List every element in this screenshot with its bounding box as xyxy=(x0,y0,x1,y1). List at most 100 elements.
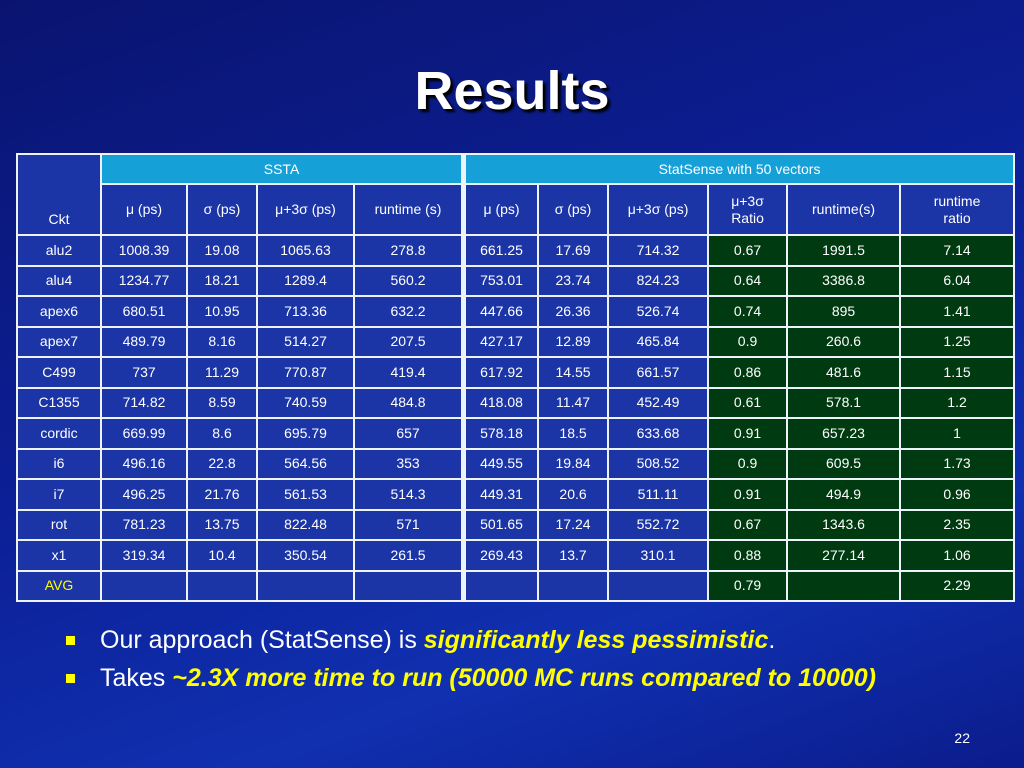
table-cell: 661.25 xyxy=(463,236,538,265)
table-cell: 277.14 xyxy=(788,541,900,570)
table-cell: 353 xyxy=(355,449,462,478)
table-cell: 449.55 xyxy=(463,449,538,478)
table-cell: 10.4 xyxy=(188,541,256,570)
table-cell xyxy=(188,571,256,600)
row-label: apex7 xyxy=(18,327,100,356)
column-header: μ+3σ (ps) xyxy=(258,185,353,234)
table-cell: 0.91 xyxy=(709,480,787,509)
bullet-text: Takes xyxy=(100,664,173,692)
table-cell: 481.6 xyxy=(788,358,900,387)
table-row: cordic 669.99 8.6 695.79 657 578.18 18.5 633.68… xyxy=(18,419,1014,448)
table-cell: 26.36 xyxy=(539,297,608,326)
column-header: μ+3σ (ps) xyxy=(609,185,708,234)
group-header: StatSense with 50 vectors xyxy=(463,155,1014,183)
row-label: apex6 xyxy=(18,297,100,326)
table-cell: 0.96 xyxy=(901,480,1014,509)
table-row: i6 496.16 22.8 564.56 353 449.55 19.84 508.52 0.… xyxy=(18,449,1014,478)
table-cell: 657.23 xyxy=(788,419,900,448)
table-cell: 1.15 xyxy=(901,358,1014,387)
table-cell: 661.57 xyxy=(609,358,708,387)
table-cell: 8.6 xyxy=(188,419,256,448)
table-cell: 17.24 xyxy=(539,510,608,539)
table-cell: 552.72 xyxy=(609,510,708,539)
table-cell: 13.75 xyxy=(188,510,256,539)
table-cell: 713.36 xyxy=(258,297,353,326)
table-row: alu4 1234.77 18.21 1289.4 560.2 753.01 23.74 82… xyxy=(18,266,1014,295)
table-cell: 501.65 xyxy=(463,510,538,539)
emphasis-text: ~2.3X more time to run (50000 MC runs co… xyxy=(172,664,876,692)
table-cell: 452.49 xyxy=(609,388,708,417)
table-cell: 6.04 xyxy=(901,266,1014,295)
table-cell: 19.84 xyxy=(539,449,608,478)
column-header: μ (ps) xyxy=(102,185,186,234)
table-cell: 7.14 xyxy=(901,236,1014,265)
table-cell: 19.08 xyxy=(188,236,256,265)
table-cell: 269.43 xyxy=(463,541,538,570)
table-cell: 695.79 xyxy=(258,419,353,448)
table-cell: 3386.8 xyxy=(788,266,900,295)
table-cell: 449.31 xyxy=(463,480,538,509)
column-header: runtime (s) xyxy=(355,185,462,234)
row-label: C1355 xyxy=(18,388,100,417)
table-cell: 508.52 xyxy=(609,449,708,478)
table-row: rot 781.23 13.75 822.48 571 501.65 17.24 552.72… xyxy=(18,510,1014,539)
table-cell: 350.54 xyxy=(258,541,353,570)
table-cell: 632.2 xyxy=(355,297,462,326)
header-row: μ (ps) σ (ps) μ+3σ (ps) runtime (s) μ (ps) σ … xyxy=(18,185,1014,234)
table-cell xyxy=(788,571,900,600)
column-header: σ (ps) xyxy=(188,185,256,234)
column-header: μ+3σ Ratio xyxy=(709,185,787,234)
table-cell: 496.25 xyxy=(102,480,186,509)
table-cell: 1.2 xyxy=(901,388,1014,417)
table-cell xyxy=(258,571,353,600)
table-cell: 609.5 xyxy=(788,449,900,478)
table-cell: 20.6 xyxy=(539,480,608,509)
table-cell: 260.6 xyxy=(788,327,900,356)
table-cell: 484.8 xyxy=(355,388,462,417)
table-cell: 22.8 xyxy=(188,449,256,478)
table-cell: 12.89 xyxy=(539,327,608,356)
table-cell: 489.79 xyxy=(102,327,186,356)
table-cell: 319.34 xyxy=(102,541,186,570)
slide-title: Results xyxy=(414,61,610,121)
table-cell: 427.17 xyxy=(463,327,538,356)
bullet: Our approach (StatSense) is significantl… xyxy=(64,624,944,656)
table-cell: 578.18 xyxy=(463,419,538,448)
table-cell xyxy=(609,571,708,600)
table-cell: 1289.4 xyxy=(258,266,353,295)
table-cell: 2.29 xyxy=(901,571,1014,600)
table-cell: 11.47 xyxy=(539,388,608,417)
table-cell: 1343.6 xyxy=(788,510,900,539)
table-cell: 526.74 xyxy=(609,297,708,326)
table-cell: 310.1 xyxy=(609,541,708,570)
table-cell: 824.23 xyxy=(609,266,708,295)
table-cell: 17.69 xyxy=(539,236,608,265)
table-cell: 1065.63 xyxy=(258,236,353,265)
row-label: AVG xyxy=(18,571,100,600)
table-cell: 1.41 xyxy=(901,297,1014,326)
table-cell: 578.1 xyxy=(788,388,900,417)
table-cell: 496.16 xyxy=(102,449,186,478)
row-label: rot xyxy=(18,510,100,539)
table-cell: 770.87 xyxy=(258,358,353,387)
table-cell: 680.51 xyxy=(102,297,186,326)
table-cell: 0.88 xyxy=(709,541,787,570)
table-cell: 8.16 xyxy=(188,327,256,356)
table-cell: 511.11 xyxy=(609,480,708,509)
row-label: i7 xyxy=(18,480,100,509)
table-cell: 1.73 xyxy=(901,449,1014,478)
table-cell: 0.9 xyxy=(709,449,787,478)
row-label: i6 xyxy=(18,449,100,478)
table-cell: 571 xyxy=(355,510,462,539)
table-cell xyxy=(102,571,186,600)
table-row: x1 319.34 10.4 350.54 261.5 269.43 13.7 310.1 0.… xyxy=(18,541,1014,570)
table-cell: 0.67 xyxy=(709,510,787,539)
table-cell: 657 xyxy=(355,419,462,448)
bullet-text: Our approach (StatSense) is xyxy=(100,626,424,654)
table-cell: 514.27 xyxy=(258,327,353,356)
table-cell: 753.01 xyxy=(463,266,538,295)
table-cell: 617.92 xyxy=(463,358,538,387)
table-cell: 1 xyxy=(901,419,1014,448)
table-cell: 714.82 xyxy=(102,388,186,417)
table-row: apex6 680.51 10.95 713.36 632.2 447.66 26.36 52… xyxy=(18,297,1014,326)
